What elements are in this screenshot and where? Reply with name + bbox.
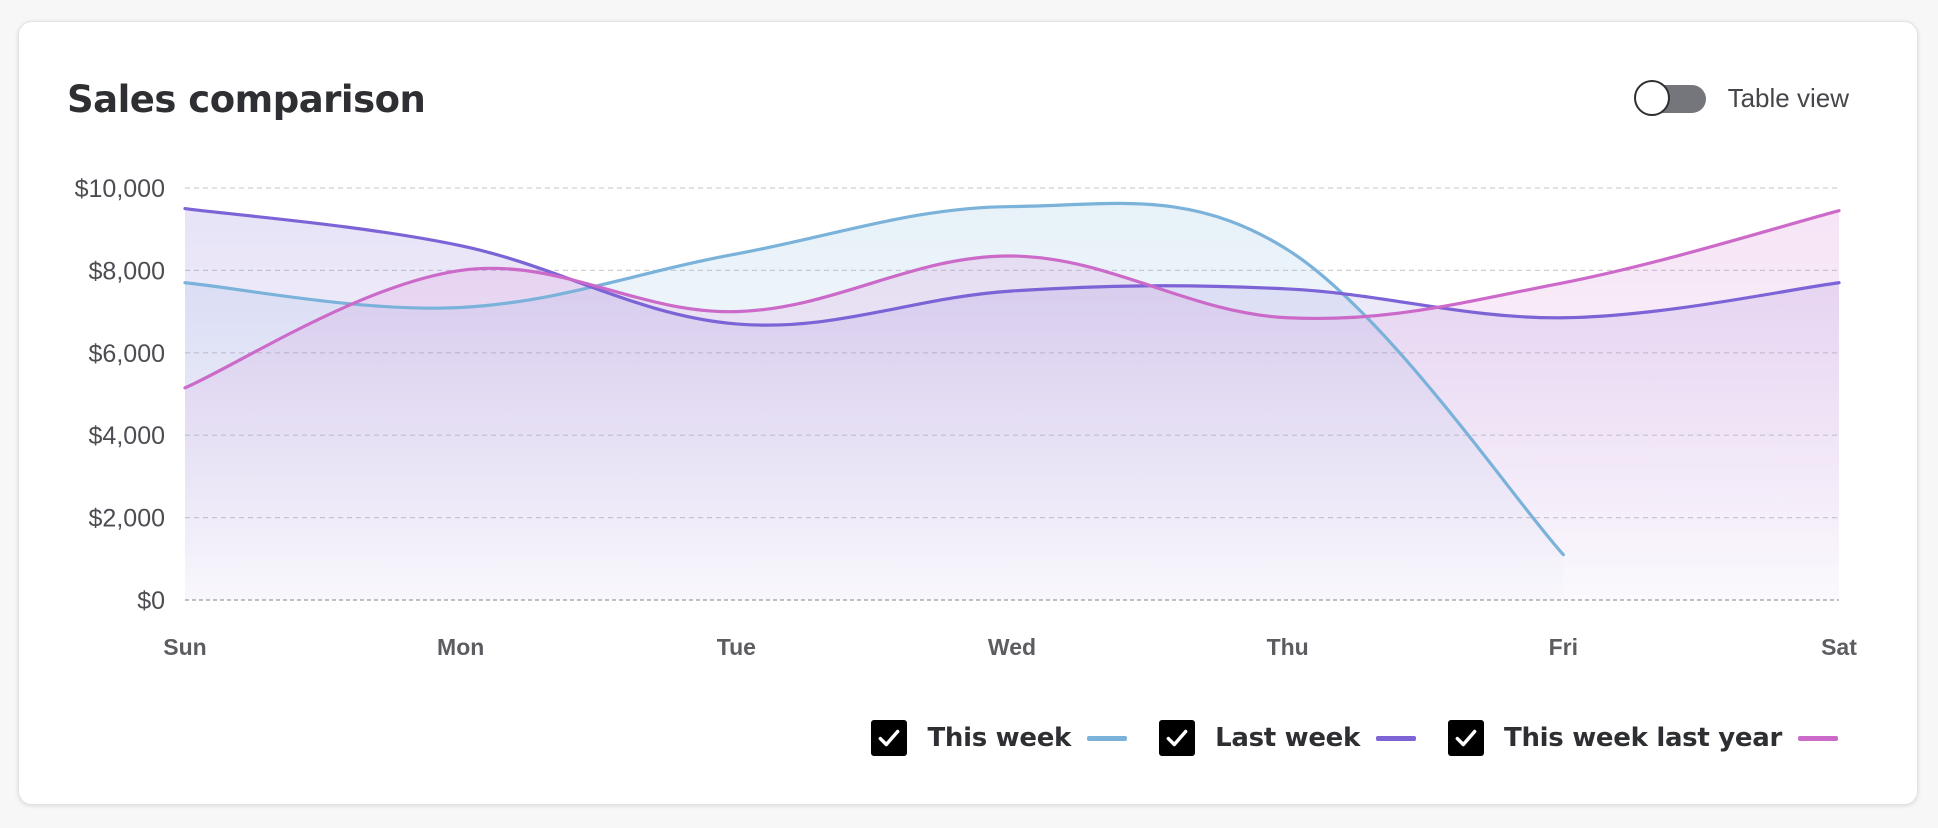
legend-item-last-week[interactable]: Last week xyxy=(1159,720,1417,756)
y-axis-ticks: $0 $2,000 $4,000 $6,000 $8,000 $10,000 xyxy=(75,175,165,615)
table-view-toggle[interactable]: Table view xyxy=(1633,80,1849,116)
legend-swatch-this-week xyxy=(1087,735,1128,741)
legend-label-this-week-last-year: This week last year xyxy=(1504,723,1782,753)
this-week-checkbox[interactable] xyxy=(871,720,908,756)
x-tick-label: Thu xyxy=(1267,634,1309,660)
last-week-checkbox[interactable] xyxy=(1159,720,1196,756)
area-layer xyxy=(185,203,1839,600)
toggle-knob xyxy=(1633,80,1670,116)
legend-swatch-last-week xyxy=(1376,735,1417,741)
toggle-label: Table view xyxy=(1727,82,1849,113)
x-tick-label: Tue xyxy=(717,634,756,660)
y-tick-label: $8,000 xyxy=(89,257,165,285)
chart-legend: This week Last week This week last year xyxy=(871,720,1838,756)
x-tick-label: Mon xyxy=(437,634,484,660)
toggle-switch[interactable] xyxy=(1633,80,1706,116)
y-tick-label: $0 xyxy=(137,587,165,615)
y-tick-label: $4,000 xyxy=(89,422,165,450)
checkmark-icon xyxy=(879,729,900,747)
legend-item-this-week[interactable]: This week xyxy=(871,720,1128,756)
this-week-last-year-line xyxy=(183,209,1841,390)
y-tick-label: $10,000 xyxy=(75,175,165,203)
y-tick-label: $2,000 xyxy=(89,505,165,533)
this-week-last-year-checkbox[interactable] xyxy=(1448,720,1485,756)
x-tick-label: Sun xyxy=(163,634,206,660)
legend-label-last-week: Last week xyxy=(1215,723,1361,753)
legend-item-this-week-last-year[interactable]: This week last year xyxy=(1448,720,1838,756)
legend-label-this-week: This week xyxy=(927,723,1072,753)
legend-swatch-this-week-last-year xyxy=(1798,735,1838,741)
x-tick-label: Fri xyxy=(1549,634,1578,660)
this-week-last-year-area xyxy=(185,210,1839,600)
last-week-line xyxy=(183,207,1841,327)
line-layer xyxy=(183,201,1841,557)
y-tick-label: $6,000 xyxy=(89,340,165,368)
checkmark-icon xyxy=(1455,729,1477,747)
x-tick-label: Sat xyxy=(1821,634,1857,660)
sales-line-chart: $0 $2,000 $4,000 $6,000 $8,000 $10,000 Sun Mon… xyxy=(75,175,1858,660)
sales-comparison-card: Sales comparison Table view $0 $2,000 xyxy=(18,21,1918,805)
checkmark-icon xyxy=(1166,729,1188,747)
x-tick-label: Wed xyxy=(988,634,1036,660)
card-title: Sales comparison xyxy=(67,78,426,121)
x-axis-ticks: Sun Mon Tue Wed Thu Fri Sat xyxy=(163,634,1857,660)
